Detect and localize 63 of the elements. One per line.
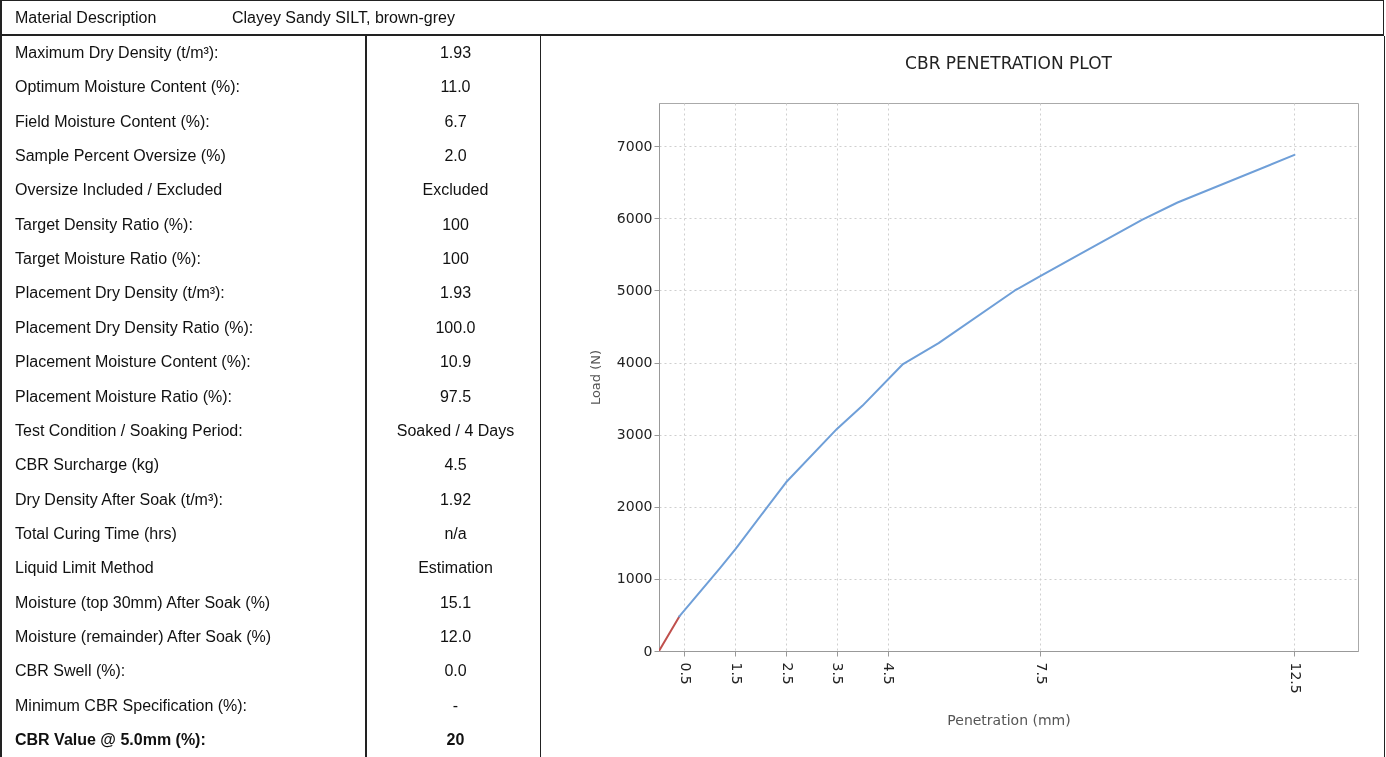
y-tick-label: 0: [643, 642, 653, 659]
y-tick-label: 3000: [616, 426, 653, 443]
x-tick-label: 12.5: [1287, 662, 1304, 694]
text: Moisture (top 30mm) After Soak (%): [15, 592, 271, 613]
line-series: [678, 153, 1296, 618]
text: Placement Dry Density (t/m³):: [15, 283, 225, 304]
text: 6.7: [443, 111, 468, 132]
y-tick-label: 7000: [616, 137, 653, 154]
text: Field Moisture Content (%):: [15, 111, 210, 132]
text: 1.93: [438, 43, 473, 63]
text: 1.92: [438, 489, 473, 510]
x-tick-label: 3.5: [830, 662, 847, 685]
text: Maximum Dry Density (t/m³):: [15, 43, 219, 63]
text: Placement Moisture Ratio (%):: [15, 386, 232, 407]
y-tick-label: 2000: [616, 498, 653, 515]
text: 100: [441, 249, 470, 270]
chart-title: CBR PENETRATION PLOT: [905, 53, 1113, 73]
text: Clayey Sandy SILT, brown-grey: [232, 8, 455, 28]
x-axis-title: Penetration (mm): [947, 711, 1071, 728]
text: Moisture (remainder) After Soak (%): [15, 626, 272, 647]
x-tick-label: 0.5: [677, 662, 694, 685]
x-tick-label: 1.5: [728, 662, 745, 685]
text: 1.93: [438, 283, 473, 304]
text: Test Condition / Soaking Period:: [15, 420, 243, 441]
text: 20: [445, 730, 466, 750]
text: Placement Moisture Content (%):: [15, 352, 251, 373]
text: Liquid Limit Method: [15, 558, 154, 579]
text: CBR Swell (%):: [15, 661, 126, 682]
y-tick-label: 6000: [616, 209, 653, 226]
x-tick-label: 2.5: [779, 662, 796, 685]
text: 100: [441, 214, 470, 235]
text: Estimation: [417, 558, 494, 579]
text: Sample Percent Oversize (%): [15, 146, 226, 167]
text: CBR Value @ 5.0mm (%):: [15, 730, 206, 750]
text: Target Moisture Ratio (%):: [15, 249, 201, 270]
text: n/a: [443, 523, 468, 544]
text: Soaked / 4 Days: [395, 420, 516, 441]
text: Total Curing Time (hrs): [15, 523, 177, 544]
y-tick-label: 5000: [616, 281, 653, 298]
text: 10.9: [438, 352, 473, 373]
text: 2.0: [443, 146, 468, 167]
text: 15.1: [438, 592, 473, 613]
text: 97.5: [438, 386, 473, 407]
y-axis-title: Load (N): [587, 349, 603, 406]
text: Material Description: [15, 8, 157, 28]
text: Excluded: [421, 180, 490, 201]
text: CBR Surcharge (kg): [15, 455, 160, 476]
text: Placement Dry Density Ratio (%):: [15, 317, 254, 338]
text: 12.0: [438, 626, 473, 647]
y-tick-label: 1000: [616, 570, 653, 587]
text: Optimum Moisture Content (%):: [15, 77, 240, 98]
text: -: [451, 695, 460, 716]
text: Target Density Ratio (%):: [15, 214, 193, 235]
text: Minimum CBR Specification (%):: [15, 695, 248, 716]
text: 100.0: [434, 317, 477, 338]
x-tick-label: 7.5: [1033, 662, 1050, 685]
x-tick-label: 4.5: [881, 662, 898, 685]
text: 11.0: [439, 77, 472, 98]
text: Oversize Included / Excluded: [15, 180, 223, 201]
text: 0.0: [443, 661, 468, 682]
text: 4.5: [443, 455, 468, 476]
text: Dry Density After Soak (t/m³):: [15, 489, 224, 510]
y-tick-label: 4000: [616, 354, 653, 371]
